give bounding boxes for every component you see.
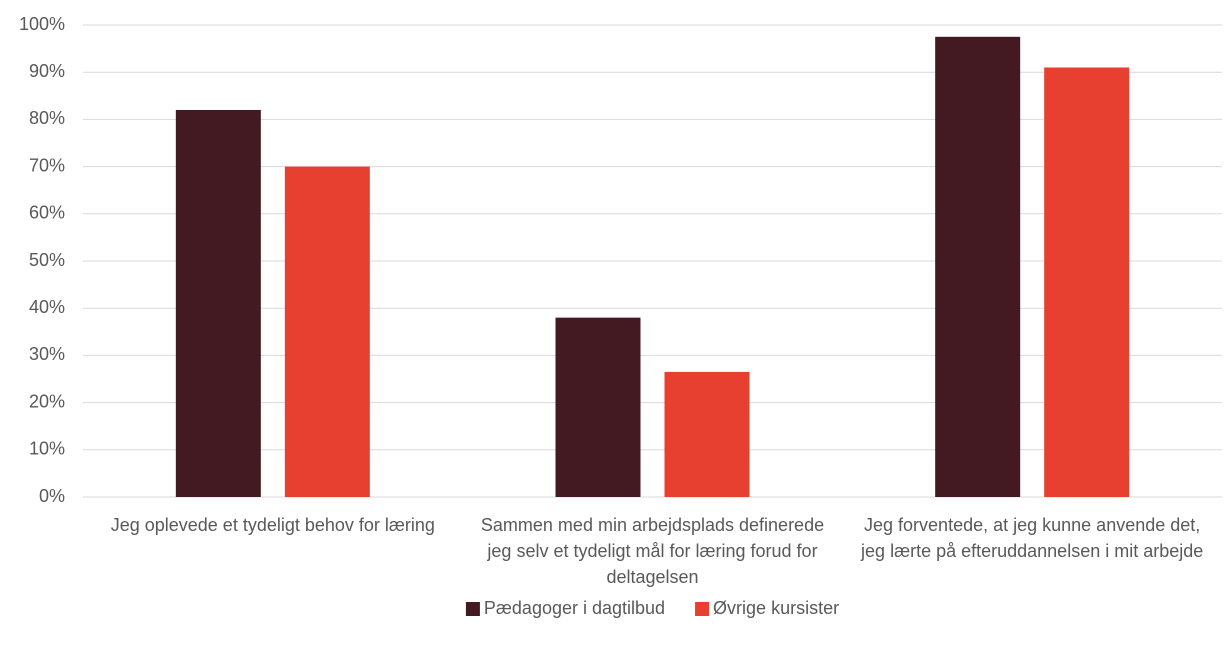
y-tick-label: 60% bbox=[29, 203, 65, 223]
legend-swatch bbox=[465, 602, 480, 616]
x-tick-label: Sammen med min arbejdsplads definerede j… bbox=[480, 515, 825, 587]
bar bbox=[175, 109, 261, 498]
y-tick-label: 30% bbox=[29, 344, 65, 364]
x-tick-label: Jeg oplevede et tydeligt behov for lærin… bbox=[110, 515, 435, 535]
y-tick-label: 50% bbox=[29, 250, 65, 270]
y-tick-label: 80% bbox=[29, 108, 65, 128]
bar bbox=[284, 166, 370, 497]
y-tick-label: 10% bbox=[29, 439, 65, 459]
y-tick-label: 70% bbox=[29, 155, 65, 175]
y-tick-label: 90% bbox=[29, 61, 65, 81]
bar bbox=[1044, 67, 1130, 497]
y-tick-label: 100% bbox=[19, 14, 65, 34]
bar bbox=[935, 36, 1021, 498]
y-tick-label: 40% bbox=[29, 297, 65, 317]
y-tick-label: 20% bbox=[29, 391, 65, 411]
y-tick-label: 0% bbox=[39, 486, 65, 506]
legend-label: Øvrige kursister bbox=[713, 598, 839, 618]
bar bbox=[555, 317, 641, 497]
bar bbox=[664, 371, 750, 497]
legend-label: Pædagoger i dagtilbud bbox=[484, 598, 665, 618]
x-tick-label: Jeg forventede, at jeg kunne anvende det… bbox=[861, 515, 1204, 561]
legend-swatch bbox=[695, 602, 710, 616]
